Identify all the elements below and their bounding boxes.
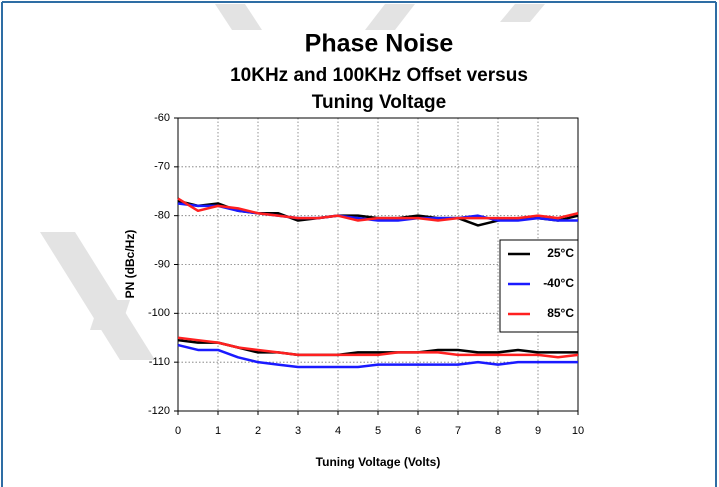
y-tick-label: -60 <box>154 112 170 124</box>
legend-label: -40°C <box>543 276 574 290</box>
x-tick-label: 8 <box>495 425 501 437</box>
series-line <box>177 336 579 359</box>
x-tick-label: 7 <box>455 425 461 437</box>
x-tick-label: 4 <box>335 425 341 437</box>
legend-box <box>499 239 579 333</box>
y-tick-label: -120 <box>148 405 170 417</box>
x-tick-label: 2 <box>255 425 261 437</box>
x-tick-label: 5 <box>375 425 381 437</box>
x-tick-label: 3 <box>295 425 301 437</box>
x-tick-label: 0 <box>175 425 181 437</box>
y-tick-label: -90 <box>154 258 170 270</box>
x-tick-label: 9 <box>535 425 541 437</box>
y-tick-label: -100 <box>148 307 170 319</box>
chart-subtitle: Tuning Voltage <box>312 92 446 113</box>
x-tick-label: 6 <box>415 425 421 437</box>
x-tick-label: 1 <box>215 425 221 437</box>
y-tick-label: -80 <box>154 210 170 222</box>
y-tick-label: -70 <box>154 161 170 173</box>
chart-subtitle: 10KHz and 100KHz Offset versus <box>230 65 528 86</box>
legend-label: 85°C <box>547 306 574 320</box>
y-axis-label: PN (dBc/Hz) <box>123 230 137 299</box>
watermark <box>40 4 545 360</box>
y-tick-label: -110 <box>149 356 170 368</box>
legend-label: 25°C <box>547 246 574 260</box>
chart-title: Phase Noise <box>305 30 454 58</box>
series-line <box>177 197 579 222</box>
series-line <box>177 343 578 369</box>
series-line <box>177 202 578 222</box>
x-tick-label: 10 <box>572 425 584 437</box>
x-axis-label: Tuning Voltage (Volts) <box>316 455 441 469</box>
